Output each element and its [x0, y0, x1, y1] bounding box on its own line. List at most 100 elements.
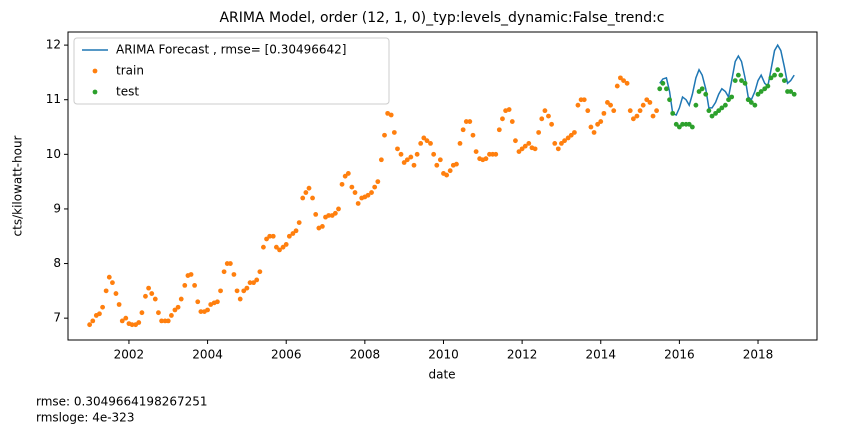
data-point	[398, 151, 404, 157]
data-point	[608, 102, 613, 108]
y-tick-label: 9	[53, 201, 61, 215]
data-point	[251, 280, 256, 286]
data-point	[614, 83, 620, 89]
data-point	[755, 91, 761, 97]
data-point	[729, 94, 735, 100]
data-point	[686, 121, 692, 127]
data-point	[411, 162, 417, 168]
data-point	[310, 195, 315, 201]
data-point	[339, 181, 345, 187]
data-point	[241, 288, 247, 294]
legend-label: train	[116, 64, 144, 78]
data-point	[129, 322, 135, 328]
data-point	[355, 201, 361, 206]
data-point	[713, 110, 718, 116]
data-point	[581, 97, 587, 103]
data-point	[460, 127, 466, 133]
data-point	[496, 127, 502, 133]
data-point	[693, 102, 699, 108]
data-point	[745, 97, 751, 103]
data-point	[775, 67, 781, 73]
data-point	[332, 210, 338, 216]
data-point	[706, 108, 712, 114]
x-axis-label: date	[428, 368, 455, 382]
data-point	[290, 231, 296, 236]
data-point	[719, 105, 725, 111]
data-point	[349, 184, 355, 190]
data-point	[300, 195, 306, 201]
data-point	[657, 86, 663, 92]
data-point	[306, 185, 312, 191]
data-point	[509, 119, 515, 124]
data-point	[670, 110, 676, 116]
data-point	[395, 146, 400, 152]
data-point	[667, 97, 672, 103]
x-tick-label: 2008	[350, 348, 381, 362]
data-point	[401, 160, 407, 165]
data-point	[192, 282, 198, 288]
y-tick-label: 10	[46, 147, 61, 161]
data-point	[434, 162, 440, 168]
x-tick-label: 2006	[271, 348, 302, 362]
data-point	[182, 282, 188, 288]
data-point	[264, 236, 269, 242]
data-point	[254, 277, 260, 283]
data-point	[296, 220, 302, 225]
data-point	[752, 102, 758, 108]
data-point	[103, 288, 109, 294]
data-point	[391, 130, 397, 135]
data-point	[188, 272, 194, 277]
data-point	[156, 310, 161, 316]
data-point	[630, 116, 636, 122]
data-point	[237, 296, 243, 302]
data-point	[516, 149, 522, 154]
data-point	[595, 121, 601, 127]
data-point	[696, 89, 702, 94]
data-point	[555, 146, 561, 152]
y-tick-label: 11	[46, 92, 61, 106]
data-point	[424, 138, 430, 144]
data-point	[513, 138, 518, 144]
data-point	[257, 269, 263, 275]
data-point	[664, 86, 669, 92]
data-point	[375, 179, 381, 185]
legend-marker	[92, 89, 98, 95]
data-point	[227, 261, 233, 266]
data-point	[421, 135, 427, 141]
data-point	[778, 72, 784, 78]
data-point	[408, 154, 414, 160]
data-point	[562, 138, 567, 144]
data-point	[195, 299, 201, 305]
data-point	[722, 102, 728, 108]
data-point	[87, 322, 93, 328]
data-point	[565, 135, 571, 141]
data-point	[618, 75, 623, 81]
legend-label: test	[116, 85, 139, 99]
data-point	[369, 190, 374, 195]
data-point	[483, 156, 489, 162]
data-point	[303, 190, 309, 195]
data-point	[372, 184, 378, 190]
x-tick-label: 2018	[743, 348, 774, 362]
data-point	[283, 242, 289, 247]
data-point	[261, 244, 266, 250]
data-point	[703, 91, 709, 97]
data-point	[644, 97, 650, 103]
data-point	[788, 89, 794, 94]
forecast-line	[659, 43, 795, 117]
data-point	[342, 173, 348, 179]
data-point	[404, 157, 410, 163]
data-point	[270, 233, 276, 239]
data-point	[660, 80, 666, 86]
legend-marker	[92, 68, 98, 74]
data-point	[414, 151, 420, 157]
data-point	[106, 274, 112, 280]
data-point	[673, 121, 679, 127]
data-point	[463, 119, 469, 124]
plot-frame	[67, 31, 818, 341]
data-point	[319, 224, 325, 229]
y-tick-label: 7	[53, 311, 61, 325]
data-point	[493, 151, 499, 157]
data-point	[293, 228, 299, 234]
